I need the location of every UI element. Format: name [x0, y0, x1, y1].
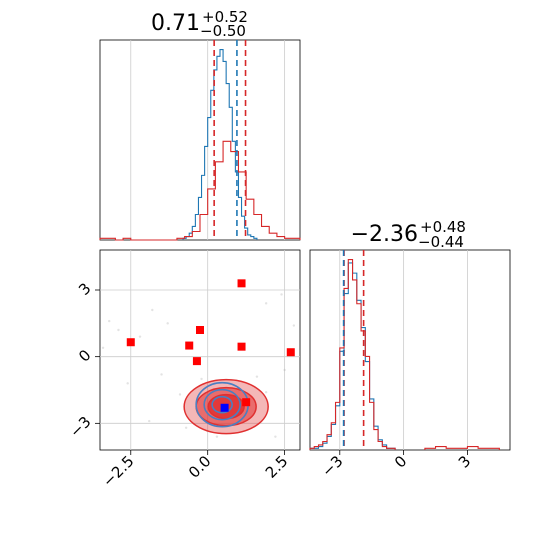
sample-point [178, 393, 182, 396]
hist-panel-2-quantile-lines [342, 250, 365, 450]
red-square-marker [185, 341, 194, 350]
x-tick-label: 3 [455, 452, 474, 471]
sample-point [126, 382, 129, 385]
histogram-step-series-1 [309, 258, 396, 450]
sample-point [255, 375, 259, 378]
sample-point [166, 322, 169, 325]
hist-panel-1-frame [99, 39, 301, 241]
sample-point [280, 293, 283, 296]
title-2-plus: +0.48 [420, 218, 466, 236]
sample-point [160, 373, 163, 376]
sample-point [108, 319, 111, 323]
sample-point [283, 368, 286, 372]
sample-point [274, 435, 277, 438]
sample-point [264, 391, 268, 394]
histogram-step-series-1 [99, 140, 301, 241]
red-square-marker [237, 279, 246, 288]
histogram-step-series-2 [424, 446, 500, 450]
title-2-value: −2.36 [351, 222, 418, 247]
sample-point [151, 308, 154, 312]
hist-panel-2-title: −2.36 +0.48 −0.44 [351, 218, 466, 251]
title-1-value: 0.71 [151, 11, 200, 36]
joint-panel: −2.5 0.0 2.5 3 0 −3 [66, 249, 301, 491]
histogram-step-series-0 [182, 48, 258, 240]
hist-panel-2-bars [309, 258, 500, 450]
contour-blue-level-1 [203, 388, 241, 421]
x-tick-label: −2.5 [99, 452, 137, 490]
hist-panel-1-title: 0.71 +0.52 −0.50 [151, 8, 248, 40]
hist-panel-1-quantile-lines [213, 40, 247, 240]
sample-point [138, 335, 142, 338]
title-2-minus: −0.44 [418, 233, 464, 251]
red-square-marker [192, 357, 201, 366]
sample-point [215, 435, 219, 438]
sample-point [200, 377, 203, 381]
title-1-minus: −0.50 [200, 22, 246, 40]
hist-panel-1-bars [99, 48, 301, 241]
red-square-marker [196, 326, 204, 334]
sample-point [292, 324, 296, 327]
blue-square-marker [220, 403, 229, 412]
hist-panel-2: −3 0 3 −2.36 +0.48 −0.44 [309, 218, 511, 480]
x-tick-label: −3 [318, 452, 346, 480]
red-square-marker [286, 348, 295, 357]
sample-point [148, 419, 151, 423]
y-tick-label: 0 [75, 346, 94, 365]
hist-panel-2-ticks: −3 0 3 [318, 450, 474, 480]
contour-blue-level-2 [211, 395, 233, 414]
sample-point [184, 426, 188, 429]
joint-panel-frame [99, 249, 301, 451]
x-tick-label: 0 [391, 452, 410, 471]
title-1-plus: +0.52 [202, 8, 248, 26]
x-tick-label: 2.5 [262, 452, 292, 482]
joint-panel-markers [126, 279, 295, 412]
sample-point [264, 302, 268, 305]
y-tick-label: 3 [75, 279, 94, 298]
hist-panel-1: 0.71 +0.52 −0.50 [99, 8, 301, 241]
sample-point [101, 346, 105, 349]
y-tick-label: −3 [66, 413, 94, 441]
red-square-marker [126, 338, 135, 347]
joint-panel-point-cloud [101, 293, 296, 438]
red-square-marker [237, 342, 246, 351]
red-square-marker [242, 398, 251, 407]
x-tick-label: 0.0 [185, 452, 215, 482]
sample-point [117, 328, 120, 332]
